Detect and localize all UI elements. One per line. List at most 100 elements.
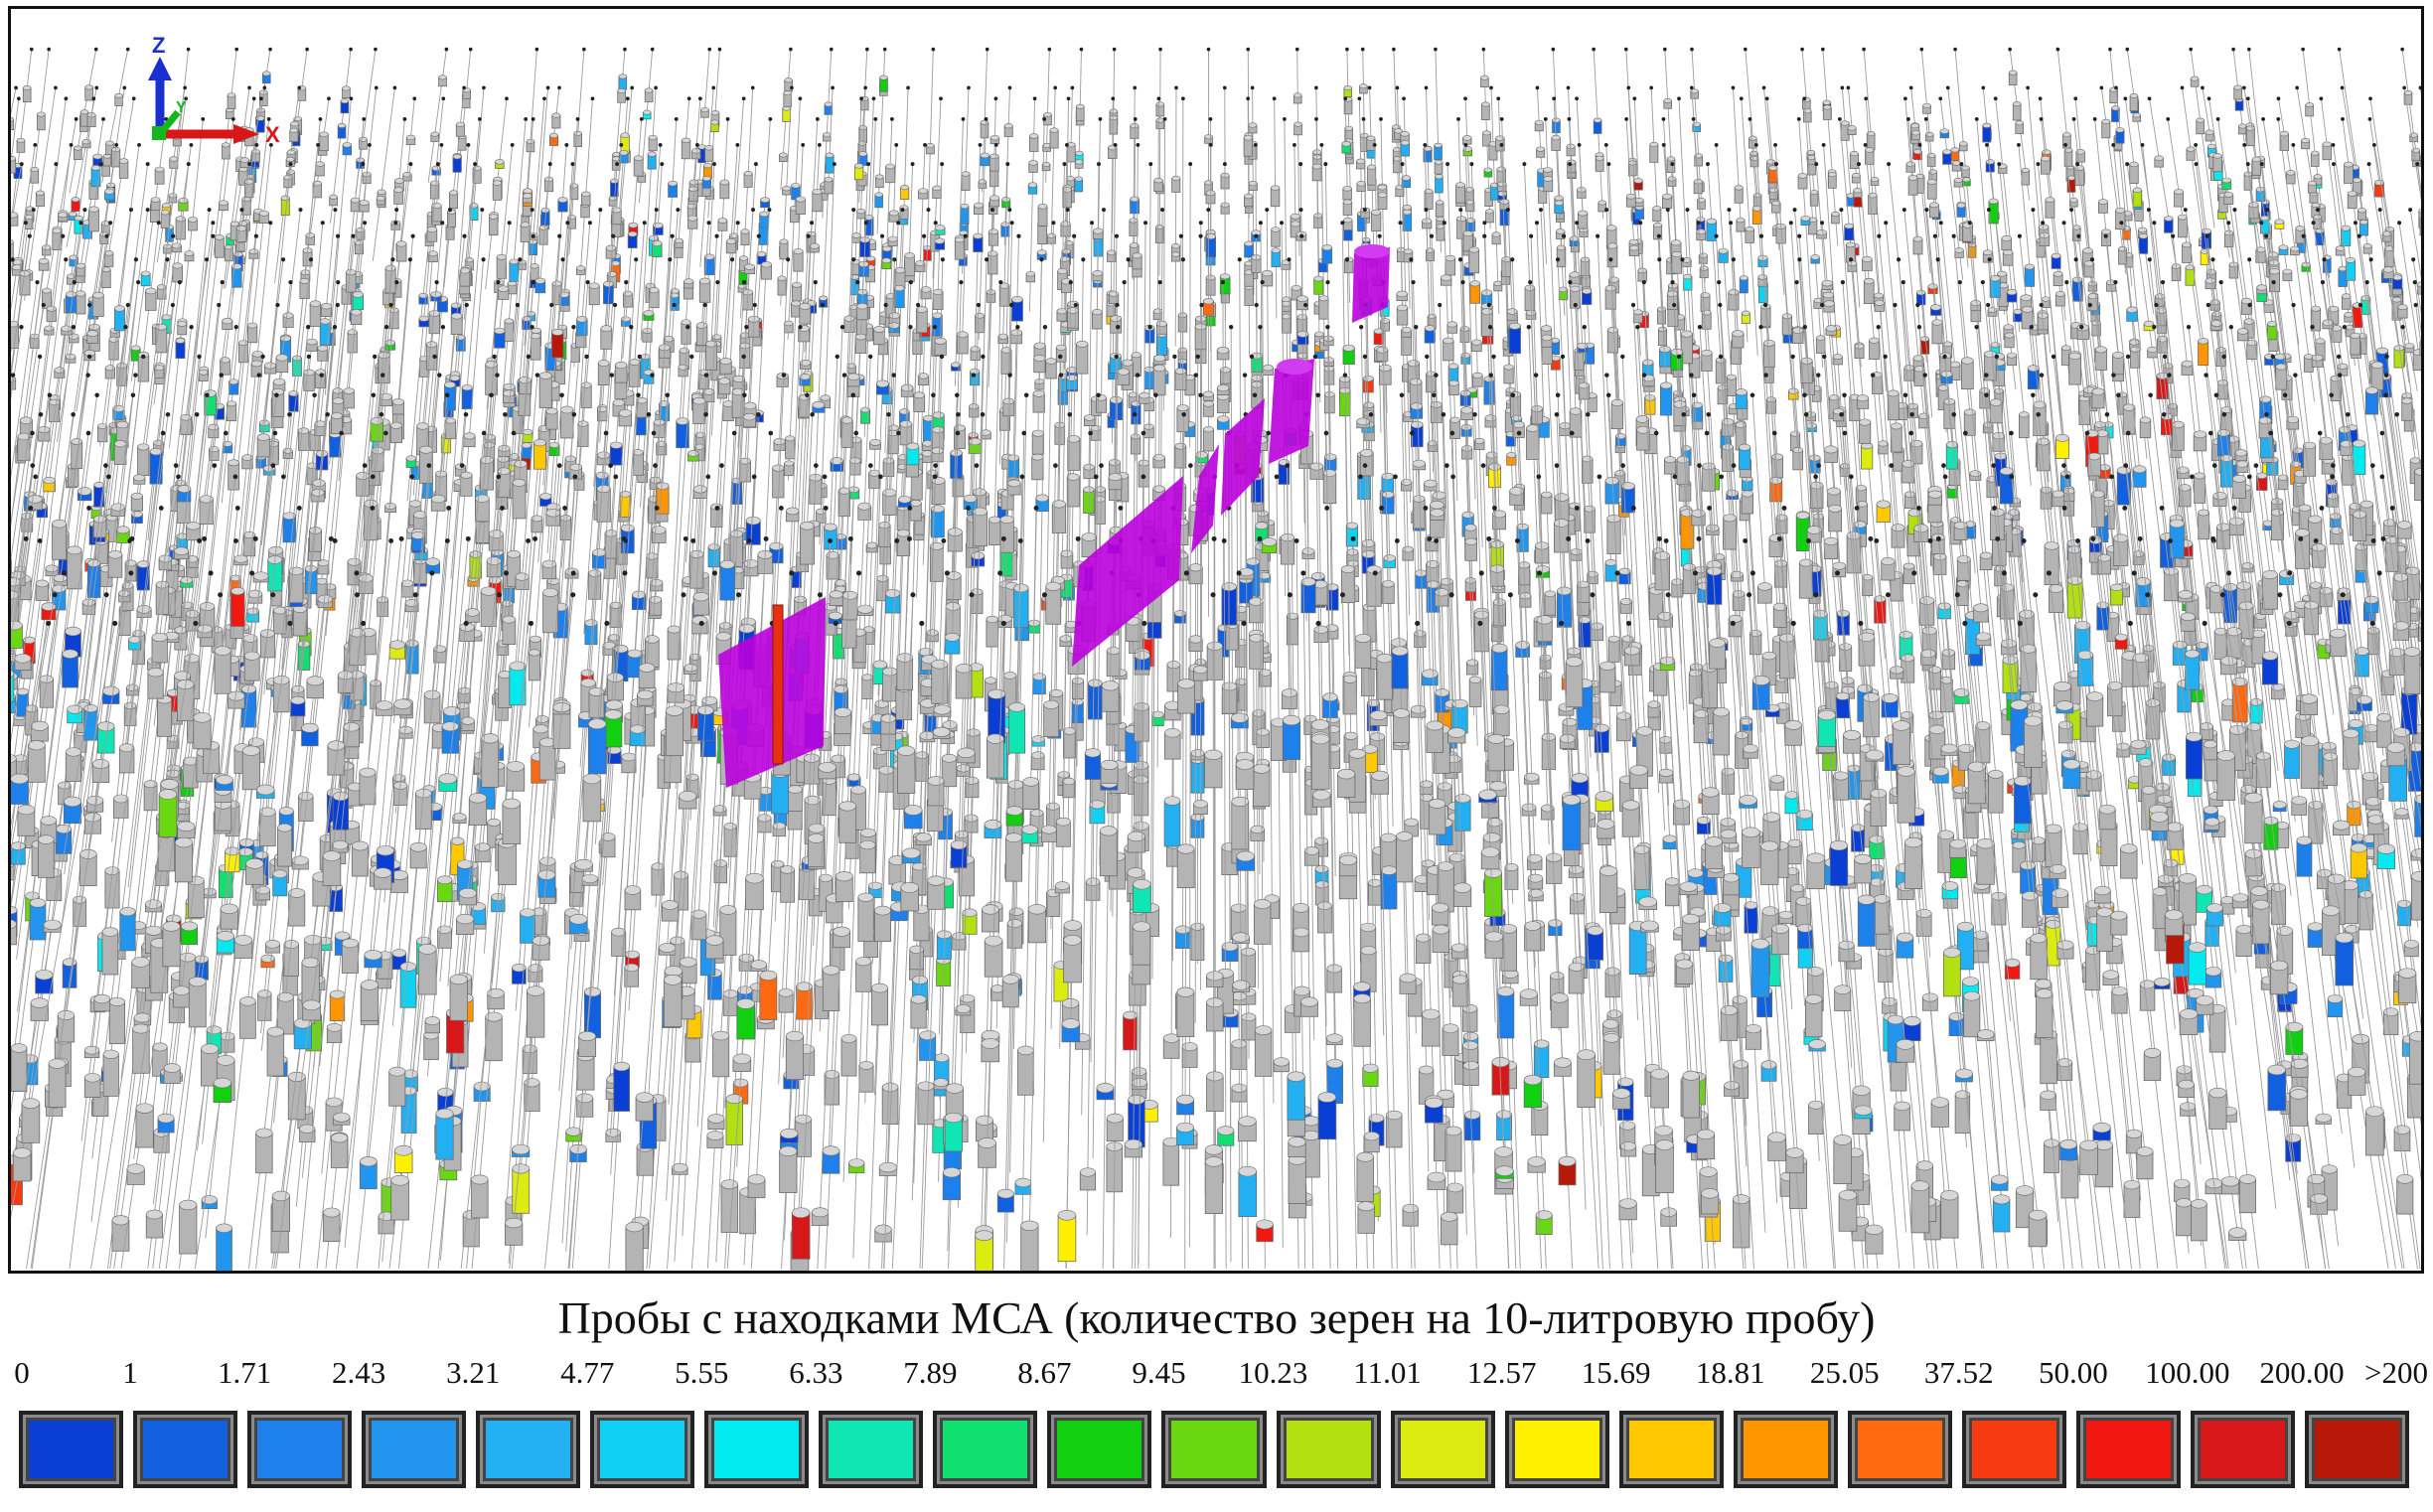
sample-interval-top [449, 190, 458, 196]
sample-interval-top [1321, 244, 1332, 251]
collar-marker [482, 85, 486, 90]
sample-interval-top [784, 77, 793, 83]
sample-interval-top [873, 326, 885, 333]
sample-interval-top [2215, 347, 2226, 354]
collar-marker [362, 117, 367, 121]
sample-interval-top [2374, 180, 2384, 186]
sample-interval-top [627, 230, 638, 237]
sample-interval-top [1131, 433, 1141, 440]
collar-marker [1398, 221, 1403, 226]
sample-interval-top [2205, 277, 2216, 284]
sample-interval-top [1481, 101, 1490, 107]
collar-marker [33, 143, 38, 147]
collar-marker [1007, 208, 1012, 213]
collar-marker [2140, 143, 2145, 147]
sample-interval-top [1541, 325, 1552, 332]
sample-interval-top [1056, 308, 1068, 315]
collar-marker [125, 47, 130, 52]
collar-marker [1649, 85, 1653, 90]
collar-marker [1160, 208, 1165, 213]
collar-marker [1529, 233, 1534, 238]
sample-interval-top [1536, 146, 1546, 152]
collar-marker [2341, 117, 2345, 121]
collar-marker [1294, 47, 1299, 52]
sample-interval-top [1541, 491, 1553, 499]
sample-interval-top [71, 438, 83, 445]
sample-interval [1607, 638, 1620, 663]
collar-marker [82, 208, 87, 213]
sample-interval-top [2087, 293, 2099, 300]
sample-interval-top [1912, 149, 1922, 155]
collar-marker [542, 96, 546, 101]
sample-interval-top [2132, 112, 2141, 118]
sample-interval-top [1543, 167, 1553, 173]
collar-marker [1272, 96, 1277, 101]
sample-interval-top [618, 74, 627, 79]
sample-interval-top [1690, 88, 1699, 94]
sample-interval-top [1174, 610, 1186, 617]
3d-viewport[interactable]: Z X Y [8, 6, 2424, 1274]
sample-interval-top [603, 280, 614, 288]
collar-marker [94, 85, 99, 90]
collar-marker [1499, 143, 1504, 147]
collar-marker [2055, 47, 2060, 52]
collar-marker [1821, 143, 1826, 147]
sample-interval-top [812, 189, 823, 196]
collar-marker [447, 208, 452, 213]
collar-marker [2332, 162, 2336, 167]
collar-marker [1626, 85, 1631, 90]
sample-interval-top [1832, 354, 1843, 361]
sample-interval-top [2143, 320, 2155, 327]
sample-interval-top [227, 92, 236, 98]
collar-marker [17, 96, 21, 101]
collar-marker [2400, 47, 2404, 52]
collar-marker [993, 143, 998, 147]
sample-interval [2194, 475, 2205, 504]
sample-interval-top [980, 119, 989, 125]
collar-marker [1689, 85, 1694, 90]
sample-interval-top [1628, 238, 1639, 245]
collar-marker [2114, 85, 2118, 90]
sample-interval-top [1806, 149, 1815, 155]
collar-marker [1638, 221, 1643, 226]
sample-interval-top [869, 438, 881, 446]
collar-marker [2311, 221, 2316, 226]
collar-marker [1714, 143, 1719, 147]
collar-marker [789, 47, 793, 52]
sample-interval-top [1578, 381, 1591, 389]
sample-interval-top [1393, 156, 1402, 162]
sample-interval-top [705, 340, 717, 348]
sample-interval-top [2243, 318, 2255, 325]
sample-interval-top [2115, 207, 2126, 214]
sample-interval-top [1497, 191, 1507, 197]
sample-interval-top [1359, 83, 1368, 89]
collar-marker [1208, 117, 1213, 121]
collar-marker [2245, 162, 2250, 167]
sample-interval-top [980, 152, 990, 159]
collar-marker [851, 208, 856, 213]
sample-interval-top [75, 290, 86, 297]
sample-interval-top [298, 427, 310, 434]
collar-marker [1246, 96, 1251, 101]
sample-interval-top [1939, 128, 1949, 134]
sample-interval-top [1969, 470, 1982, 478]
sample-interval [309, 303, 322, 327]
collar-marker [863, 85, 867, 90]
collar-marker [570, 162, 575, 167]
collar-marker [1361, 117, 1366, 121]
collar-marker [1481, 47, 1486, 52]
collar-marker [363, 221, 368, 226]
collar-marker [2123, 96, 2128, 101]
sample-interval-top [1954, 247, 1964, 253]
collar-marker [374, 85, 379, 90]
sample-interval-top [1633, 309, 1643, 315]
sample-interval-top [1143, 423, 1154, 430]
sample-interval-top [239, 157, 249, 163]
collar-marker [711, 85, 716, 90]
collar-marker [1064, 143, 1069, 147]
sample-interval-top [621, 316, 631, 323]
sample-interval-top [1887, 389, 1900, 397]
sample-interval-top [743, 171, 753, 177]
collar-marker [1016, 233, 1021, 238]
collar-marker [462, 233, 467, 238]
